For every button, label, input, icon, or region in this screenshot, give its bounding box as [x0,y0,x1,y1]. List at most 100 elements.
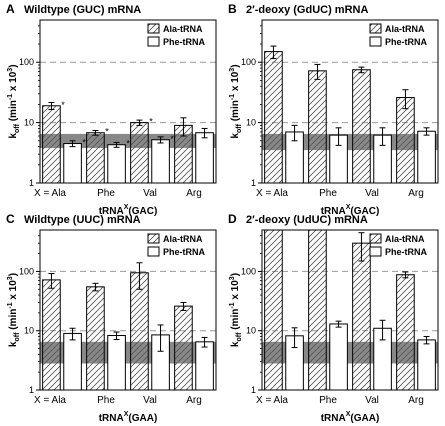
x-label-tail: (GAC) [128,206,157,217]
significance-asterisk: * [149,117,153,127]
category-label-val: Val [143,395,157,406]
y-tick-label: 100 [19,57,34,67]
legend-label-ala: Ala-tRNA [385,24,425,34]
panel-title: 2′-deoxy (GdUC) mRNA [246,4,368,16]
background-band [262,341,438,364]
y-label-close: ) [8,64,19,67]
panel-a: A Wildtype (GUC) mRNA * * X = Ala * * Phe * * Val A… [6,2,217,217]
panel-letter: A [6,2,15,16]
category-label-ala: X = Ala [256,188,288,199]
legend-swatch-phe [147,36,160,47]
legend-label-ala: Ala-tRNA [163,24,203,34]
legend-label-phe: Phe-tRNA [385,37,427,47]
bar-phe-phe [107,335,126,391]
x-label-sup: X [124,204,129,211]
y-label-exp: -1 [7,94,14,100]
y-axis-label: koff (min-1 x 103) [229,64,243,138]
y-label-sub: off [14,332,21,342]
plot-frame [39,19,217,184]
x-label-tail: (GAA) [128,413,157,424]
x-label-sup: X [346,411,351,418]
background-band [262,133,438,151]
bar-phe-phe [107,144,126,184]
legend-swatch-ala [369,23,382,34]
panel-letter: C [6,212,15,226]
y-label-sub: off [236,123,243,133]
legend-swatch-ala [147,23,160,34]
bar-ala-arg [396,97,415,184]
significance-asterisk: * [126,139,130,149]
category-label-phe: Phe [319,395,337,406]
plot-frame [261,19,439,184]
legend-swatch-ala [147,233,160,244]
legend-swatch-phe [369,246,382,257]
x-label-main: tRNA [321,206,346,217]
category-label-phe: Phe [97,188,115,199]
significance-asterisk: * [170,134,174,144]
panel-d: D 2′-deoxy (UdUC) mRNA X = Ala Phe Val Arg 1 10… [228,212,439,424]
legend-label-phe: Phe-tRNA [385,247,427,257]
legend-swatch-phe [147,246,160,257]
category-label-phe: Phe [97,395,115,406]
bar-ala-phe [308,70,327,184]
category-label-ala: X = Ala [34,188,66,199]
y-label-exp2: 3 [229,68,236,72]
y-label-tail: x 10 [230,280,241,303]
significance-asterisk: * [82,138,86,148]
background-band [40,133,216,148]
x-label-main: tRNA [99,413,124,424]
bar-phe-phe [329,323,348,391]
legend-label-phe: Phe-tRNA [163,37,205,47]
x-label-tail: (GAA) [350,413,379,424]
y-tick-label: 10 [24,326,34,336]
legend-label-ala: Ala-tRNA [163,234,203,244]
bar-ala-phe [86,132,105,184]
y-label-tail: x 10 [8,280,19,303]
y-tick-label: 10 [24,118,34,128]
x-label-tail: (GAC) [350,206,379,217]
y-tick-label: 1 [251,385,256,395]
x-axis-label: tRNAX(GAA) [321,411,380,424]
y-label-exp: -1 [229,302,236,308]
y-label-tail: x 10 [230,71,241,94]
bar-ala-ala [42,105,61,184]
y-tick-label: 1 [251,178,256,188]
panel-letter: D [228,212,237,226]
y-label-k: k [8,341,19,347]
bar-phe-arg [417,339,436,391]
bar-ala-phe [86,286,105,391]
panel-b: B 2′-deoxy (GdUC) mRNA X = Ala Phe Val Arg 1 10… [228,2,439,217]
legend-label-phe: Phe-tRNA [163,247,205,257]
y-label-unit: (min [8,100,19,124]
category-label-val: Val [143,188,157,199]
background-band [40,341,216,364]
bar-ala-ala [42,279,61,391]
bar-ala-ala [264,51,283,184]
panel-letter: B [228,2,237,16]
bar-ala-val [130,272,149,391]
bar-phe-ala [63,143,82,184]
significance-asterisk: * [105,127,109,137]
y-label-sub: off [14,123,21,133]
y-tick-label: 1 [29,385,34,395]
category-label-ala: X = Ala [34,395,66,406]
bar-ala-ala [264,229,283,391]
category-label-arg: Arg [186,188,202,199]
x-label-sup: X [124,411,129,418]
y-label-exp2: 3 [7,276,14,280]
y-label-exp2: 3 [229,276,236,280]
x-axis-label: tRNAX(GAA) [99,411,158,424]
category-label-ala: X = Ala [256,395,288,406]
category-label-val: Val [365,395,379,406]
y-label-tail: x 10 [8,71,19,94]
panel-title: Wildtype (UUC) mRNA [24,214,141,226]
y-axis-label: koff (min-1 x 103) [7,273,21,347]
x-label-sup: X [346,204,351,211]
category-label-val: Val [365,188,379,199]
y-axis-label: koff (min-1 x 103) [7,64,21,138]
plot-frame [39,229,217,391]
category-label-arg: Arg [408,395,424,406]
bar-ala-val [352,69,371,184]
significance-asterisk: * [61,100,65,110]
